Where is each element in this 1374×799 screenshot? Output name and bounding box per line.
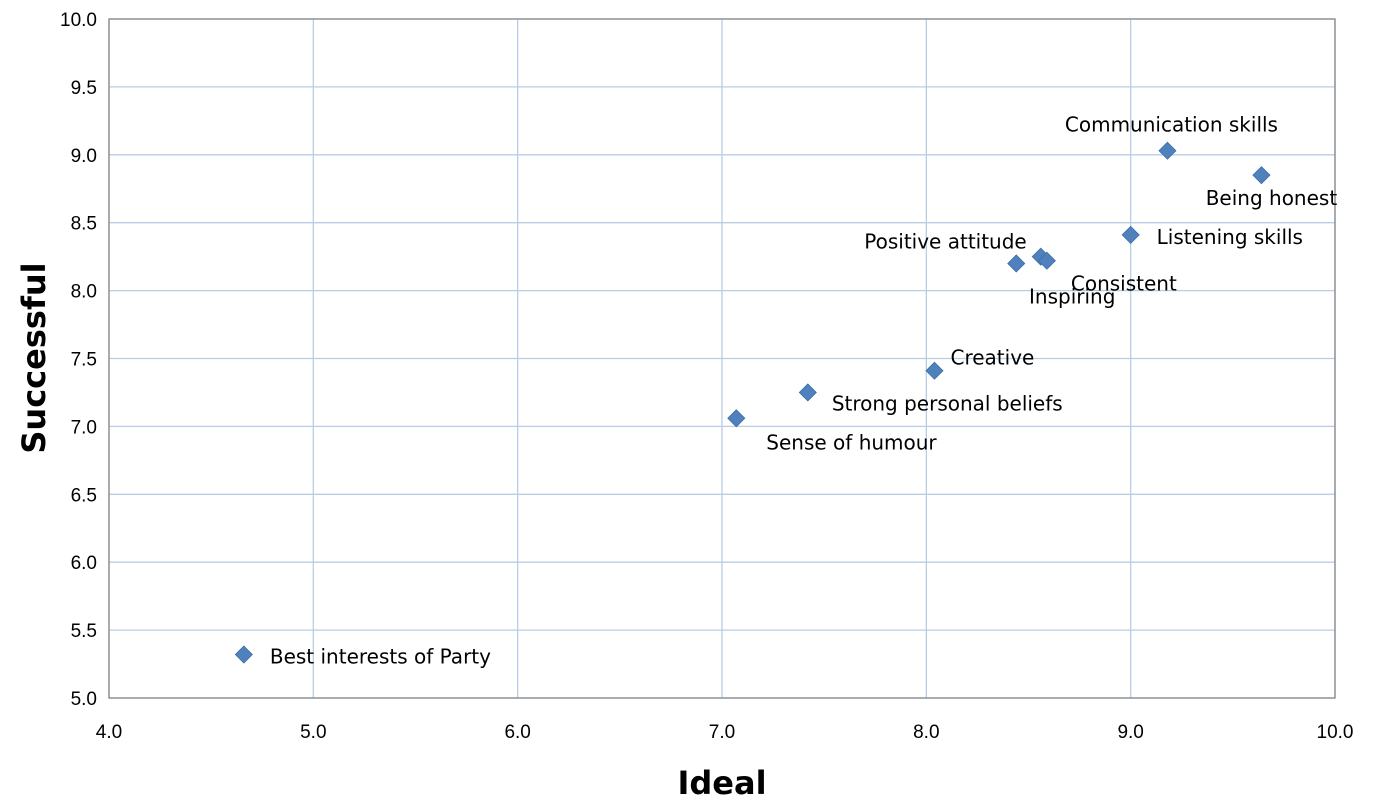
x-axis-title: Ideal <box>677 764 766 799</box>
x-tick-label: 10.0 <box>1317 722 1354 743</box>
data-point-marker <box>727 409 746 428</box>
data-point-marker <box>798 383 817 402</box>
data-point-marker <box>1252 166 1271 185</box>
x-tick-label: 6.0 <box>504 722 530 743</box>
y-tick-label: 7.0 <box>71 417 97 438</box>
data-point-label: Listening skills <box>1157 225 1303 249</box>
y-tick-label: 5.5 <box>71 621 97 642</box>
data-point-label: Being honest <box>1206 186 1338 210</box>
y-axis-title: Successful <box>15 262 53 453</box>
data-point-marker <box>234 645 253 664</box>
data-point-label: Creative <box>951 346 1035 370</box>
x-tick-label: 8.0 <box>913 722 939 743</box>
plot-frame <box>108 18 1336 699</box>
y-tick-labels: 5.0 5.5 6.0 6.5 7.0 7.5 8.0 8.5 9.0 9.5 10.0 <box>60 10 97 710</box>
y-tick-label: 6.5 <box>71 485 97 506</box>
x-tick-label: 7.0 <box>709 722 735 743</box>
y-tick-label: 5.0 <box>71 689 97 710</box>
x-tick-label: 5.0 <box>300 722 326 743</box>
y-tick-label: 9.0 <box>71 146 97 167</box>
data-point-label: Communication skills <box>1065 113 1278 137</box>
y-tick-label: 8.5 <box>71 214 97 235</box>
x-tick-label: 4.0 <box>96 722 122 743</box>
data-point-label: Inspiring <box>1029 284 1115 308</box>
x-tick-label: 9.0 <box>1117 722 1143 743</box>
data-point-label: Best interests of Party <box>270 645 491 669</box>
data-point-marker <box>1037 251 1056 270</box>
data-point-label: Consistent <box>1071 272 1177 296</box>
data-point-label: Positive attitude <box>864 230 1026 254</box>
data-point-marker <box>1007 254 1026 273</box>
y-tick-label: 7.5 <box>71 350 97 371</box>
y-tick-label: 6.0 <box>71 553 97 574</box>
data-point-marker <box>1121 225 1140 244</box>
data-point-label: Sense of humour <box>766 430 937 454</box>
y-tick-label: 10.0 <box>60 10 97 31</box>
y-tick-label: 9.5 <box>71 78 97 99</box>
y-tick-label: 8.0 <box>71 282 97 303</box>
x-tick-labels: 4.0 5.0 6.0 7.0 8.0 9.0 10.0 <box>96 722 1354 743</box>
data-point-marker <box>1158 141 1177 160</box>
data-point-marker <box>925 361 944 380</box>
data-point-label: Strong personal beliefs <box>832 391 1063 415</box>
data-points <box>234 141 1271 664</box>
point-labels: Communication skills Being honest Listenin… <box>270 113 1337 669</box>
